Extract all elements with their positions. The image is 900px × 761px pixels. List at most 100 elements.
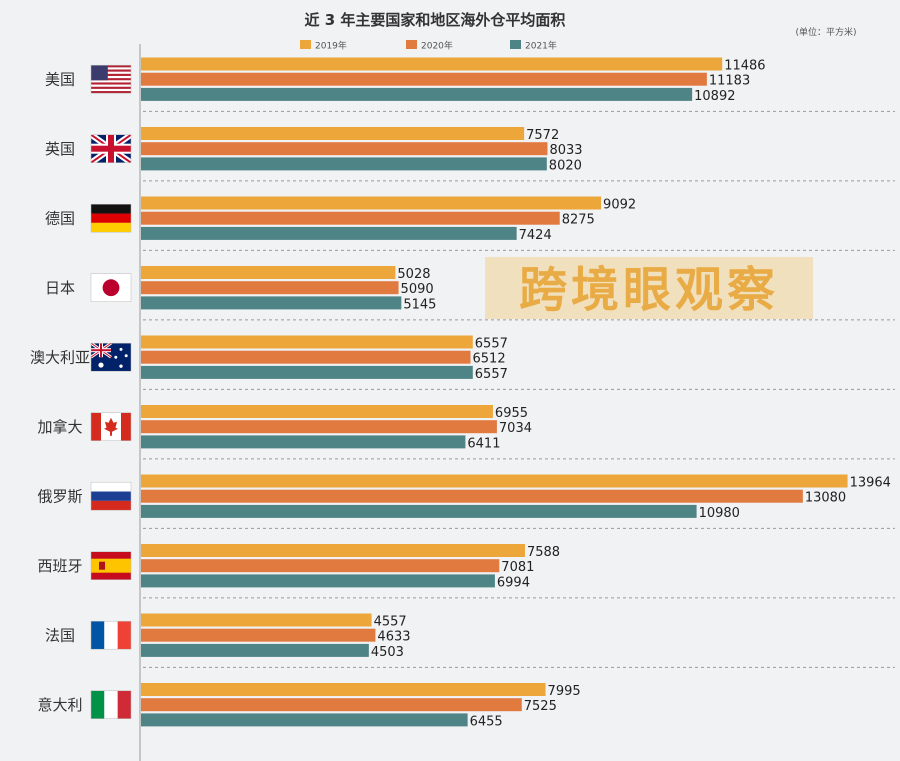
legend-label: 2020年 — [421, 40, 453, 52]
legend-swatch — [300, 40, 311, 49]
legend-item: 2021年 — [510, 40, 557, 52]
value-label: 11486 — [724, 59, 765, 74]
value-label: 6557 — [475, 367, 508, 382]
category-label: 西班牙 — [37, 557, 82, 575]
value-label: 6455 — [470, 714, 503, 729]
value-label: 7081 — [501, 560, 534, 575]
bar — [141, 281, 399, 295]
japan-flag-icon — [90, 273, 132, 302]
watermark-bg — [485, 257, 813, 319]
category-label: 加拿大 — [37, 418, 82, 436]
unit-label: (单位：平方米) — [795, 26, 856, 38]
spain-flag-icon — [90, 551, 132, 580]
category-label: 美国 — [45, 71, 75, 89]
value-label: 10892 — [694, 89, 735, 104]
watermark-text: 跨境眼观察 — [519, 262, 779, 318]
legend-swatch — [406, 40, 417, 49]
italy-flag-icon — [90, 690, 132, 719]
category-label: 俄罗斯 — [37, 488, 82, 506]
australia-flag-icon — [90, 342, 132, 372]
bar — [141, 628, 376, 642]
value-label: 5028 — [397, 267, 430, 282]
bar — [141, 211, 560, 225]
bar — [141, 405, 493, 418]
germany-flag-icon — [90, 203, 132, 233]
value-label: 13080 — [805, 491, 846, 506]
bar — [141, 57, 723, 71]
value-label: 7034 — [499, 421, 532, 436]
value-label: 13964 — [850, 476, 891, 491]
bar — [141, 350, 471, 364]
value-label: 7995 — [548, 684, 581, 699]
legend-item: 2019年 — [300, 40, 347, 52]
value-label: 8033 — [549, 143, 582, 158]
legend-swatch — [510, 40, 521, 49]
bar — [141, 574, 495, 588]
category-label: 法国 — [45, 627, 75, 645]
bar — [141, 474, 848, 488]
category-label: 英国 — [45, 140, 75, 158]
bar — [141, 335, 473, 349]
france-flag-icon — [90, 620, 132, 650]
bar — [141, 698, 522, 712]
value-label: 7572 — [526, 128, 559, 143]
bar — [141, 365, 473, 379]
russia-flag-icon — [90, 481, 132, 511]
value-label: 8275 — [562, 213, 595, 228]
category-label: 意大利 — [37, 696, 82, 714]
value-label: 8020 — [549, 158, 582, 173]
bar — [141, 713, 468, 727]
bar — [141, 157, 547, 171]
value-label: 7424 — [519, 228, 552, 243]
value-label: 6994 — [497, 575, 530, 590]
bar — [141, 87, 693, 101]
value-label: 6557 — [475, 337, 508, 352]
bar — [141, 683, 546, 696]
value-label: 5090 — [401, 282, 434, 297]
category-label: 日本 — [45, 279, 75, 297]
us-flag-icon — [90, 64, 132, 94]
bar — [141, 226, 517, 240]
bar — [141, 296, 402, 310]
bar — [141, 196, 602, 210]
value-label: 7588 — [527, 545, 560, 560]
uk-flag-icon — [90, 134, 132, 163]
bar — [141, 489, 803, 503]
value-label: 10980 — [699, 506, 740, 521]
legend-label: 2019年 — [315, 40, 347, 52]
bar — [141, 266, 396, 279]
value-label: 6955 — [495, 406, 528, 421]
value-label: 4557 — [374, 615, 407, 630]
value-label: 4633 — [377, 630, 410, 645]
bar — [141, 613, 372, 627]
legend-item: 2020年 — [406, 40, 453, 52]
bar — [141, 72, 707, 86]
value-label: 6411 — [467, 436, 500, 451]
category-group: 俄罗斯 13964 13080 10980 — [37, 474, 895, 529]
chart-title: 近 3 年主要国家和地区海外仓平均面积 — [305, 11, 566, 29]
watermark: 跨境眼观察 — [485, 257, 813, 319]
bar — [141, 142, 548, 156]
value-label: 9092 — [603, 198, 636, 213]
bar — [141, 127, 525, 140]
bar — [141, 420, 497, 434]
bar — [141, 435, 466, 449]
bar — [141, 559, 500, 573]
value-label: 6512 — [473, 352, 506, 367]
category-label: 澳大利亚 — [30, 349, 90, 367]
value-label: 11183 — [709, 74, 750, 89]
category-group: 德国 9092 8275 7424 — [45, 196, 895, 251]
bar — [141, 544, 525, 557]
value-label: 4503 — [371, 645, 404, 660]
legend-label: 2021年 — [525, 40, 557, 52]
bar — [141, 643, 369, 657]
